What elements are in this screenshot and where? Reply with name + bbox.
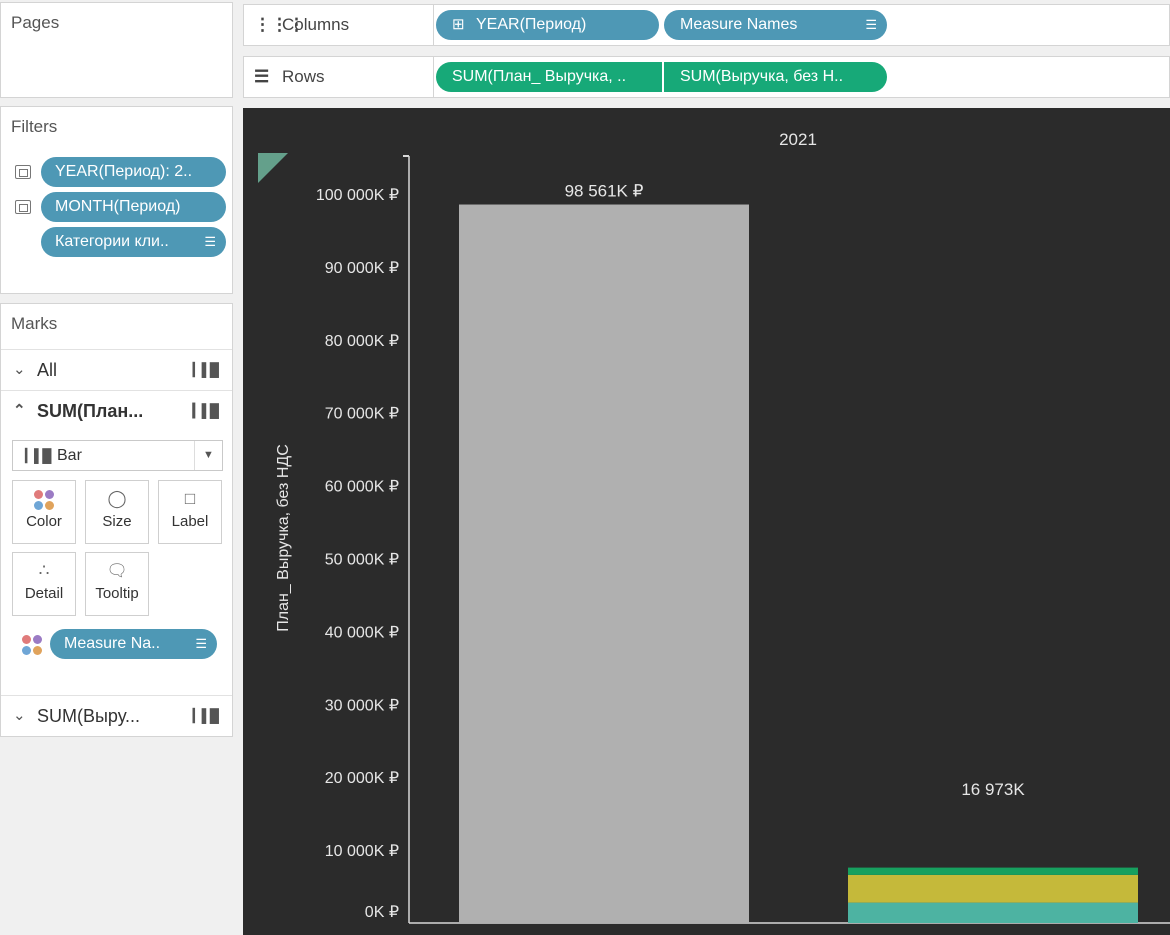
columns-shelf-label: ⋮⋮⋮ Columns bbox=[244, 5, 434, 45]
marks-title: Marks bbox=[11, 314, 58, 333]
y-tick-label: 100 000K ₽ bbox=[316, 187, 399, 204]
filter-icon bbox=[15, 200, 31, 214]
marks-row-revenue[interactable]: ⌄ SUM(Выру... ▎▌█ bbox=[1, 695, 232, 735]
column-header: 2021 bbox=[779, 130, 817, 149]
y-tick-label: 10 000K ₽ bbox=[325, 843, 399, 860]
bar-segment-2 bbox=[848, 867, 1138, 875]
color-button[interactable]: Color bbox=[12, 480, 76, 544]
color-dots-icon bbox=[21, 634, 43, 661]
rows-pill-plan-revenue[interactable]: SUM(План_ Выручка, .. bbox=[436, 62, 662, 92]
label-button[interactable]: □ Label bbox=[158, 480, 222, 544]
y-tick-label: 50 000K ₽ bbox=[325, 552, 399, 569]
columns-shelf[interactable]: ⋮⋮⋮ Columns ⊞ YEAR(Период) Measure Names… bbox=[243, 4, 1170, 46]
chevron-down-icon: ⌄ bbox=[13, 707, 26, 724]
sort-icon: ☰ bbox=[865, 17, 877, 32]
marks-row-plan[interactable]: ⌃ SUM(План... ▎▌█ bbox=[1, 390, 232, 430]
corner-marker-icon bbox=[258, 153, 288, 183]
bar-chart-icon: ▎▌█ bbox=[192, 403, 219, 418]
chevron-up-icon: ⌃ bbox=[13, 402, 26, 419]
y-tick-label: 30 000K ₽ bbox=[325, 697, 399, 714]
bar-chart-icon: ▎▌█ bbox=[25, 448, 51, 463]
filter-pill-label: YEAR(Период): 2.. bbox=[55, 163, 193, 180]
columns-label-text: Columns bbox=[282, 15, 350, 34]
color-button-label: Color bbox=[26, 513, 62, 530]
color-dots-icon bbox=[13, 481, 75, 513]
filters-title: Filters bbox=[11, 117, 58, 136]
sort-icon: ☰ bbox=[204, 234, 216, 249]
bar-segment-1 bbox=[848, 874, 1138, 903]
mark-type-value: Bar bbox=[57, 447, 82, 464]
pill-label: SUM(План_ Выручка, .. bbox=[452, 68, 627, 85]
detail-dots-icon: ∴ bbox=[38, 561, 50, 580]
y-tick-label: 60 000K ₽ bbox=[325, 479, 399, 496]
chart-area[interactable]: 2021 0K ₽ 10 000K ₽ 20 000K ₽ 30 000K ₽ 40 00… bbox=[243, 108, 1170, 935]
size-button[interactable]: ◯ Size bbox=[85, 480, 149, 544]
text-label-icon: □ bbox=[184, 489, 196, 508]
bar-chart-icon: ▎▌█ bbox=[192, 362, 219, 377]
filter-pill-category[interactable]: Категории кли.. ☰ bbox=[41, 227, 226, 257]
bar-data-label: 98 561K ₽ bbox=[565, 182, 644, 201]
y-tick-label: 80 000K ₽ bbox=[325, 333, 399, 350]
sort-icon: ☰ bbox=[195, 636, 207, 651]
columns-icon: ⋮⋮⋮ bbox=[254, 15, 305, 34]
filter-pill-label: Категории кли.. bbox=[55, 233, 169, 250]
label-button-label: Label bbox=[171, 513, 209, 530]
marks-row-label: SUM(Выру... bbox=[37, 706, 140, 726]
measure-names-color-pill[interactable]: Measure Na.. ☰ bbox=[50, 629, 217, 659]
rows-icon: ☰ bbox=[254, 67, 270, 86]
filter-pill-month[interactable]: MONTH(Период) bbox=[41, 192, 226, 222]
filters-card[interactable]: Filters YEAR(Период): 2.. MONTH(Период) … bbox=[0, 106, 233, 294]
mark-type-dropdown[interactable]: ▎▌█ Bar ▼ bbox=[12, 440, 223, 471]
y-tick-label: 0K ₽ bbox=[365, 904, 399, 921]
filter-pill-year[interactable]: YEAR(Период): 2.. bbox=[41, 157, 226, 187]
marks-row-all[interactable]: ⌄ All ▎▌█ bbox=[1, 349, 232, 389]
rows-shelf[interactable]: ☰ Rows SUM(План_ Выручка, .. SUM(Выручка… bbox=[243, 56, 1170, 98]
tooltip-button-label: Tooltip bbox=[95, 585, 139, 602]
y-tick-label: 40 000K ₽ bbox=[325, 624, 399, 641]
columns-pill-measure-names[interactable]: Measure Names ☰ bbox=[664, 10, 887, 40]
y-tick-label: 90 000K ₽ bbox=[325, 260, 399, 277]
bar-data-label: 16 973K bbox=[961, 780, 1025, 799]
marks-row-label: SUM(План... bbox=[37, 401, 144, 421]
columns-pill-year[interactable]: ⊞ YEAR(Период) bbox=[436, 10, 659, 40]
pages-card[interactable]: Pages bbox=[0, 2, 233, 98]
rows-shelf-label: ☰ Rows bbox=[244, 57, 434, 97]
bar-segment-0 bbox=[848, 902, 1138, 923]
bar-chart[interactable]: 2021 0K ₽ 10 000K ₽ 20 000K ₽ 30 000K ₽ 40 00… bbox=[243, 108, 1170, 935]
bar-plan-revenue bbox=[459, 204, 749, 923]
tooltip-button[interactable]: 🗨 Tooltip bbox=[85, 552, 149, 616]
size-button-label: Size bbox=[102, 513, 132, 530]
pages-title: Pages bbox=[11, 13, 60, 32]
y-tick-label: 20 000K ₽ bbox=[325, 770, 399, 787]
detail-button[interactable]: ∴ Detail bbox=[12, 552, 76, 616]
expand-plus-icon: ⊞ bbox=[452, 16, 465, 33]
pill-label: Measure Names bbox=[680, 16, 798, 33]
tooltip-icon: 🗨 bbox=[106, 561, 128, 580]
rows-label-text: Rows bbox=[282, 67, 325, 86]
marks-card: Marks ⌄ All ▎▌█ ⌃ SUM(План... ▎▌█ ▎▌█ Ba… bbox=[0, 303, 233, 737]
filter-pill-label: MONTH(Период) bbox=[55, 198, 181, 215]
filter-icon bbox=[15, 165, 31, 179]
pill-label: Measure Na.. bbox=[64, 635, 161, 652]
chevron-down-icon: ⌄ bbox=[13, 361, 26, 378]
bar-chart-icon: ▎▌█ bbox=[192, 708, 219, 723]
marks-row-label: All bbox=[37, 360, 58, 380]
pill-label: YEAR(Период) bbox=[476, 16, 587, 33]
size-icon: ◯ bbox=[107, 489, 127, 508]
detail-button-label: Detail bbox=[24, 585, 64, 602]
rows-pill-revenue[interactable]: SUM(Выручка, без Н.. bbox=[664, 62, 887, 92]
y-tick-label: 70 000K ₽ bbox=[325, 406, 399, 423]
y-axis-label: План_ Выручка, без НДС bbox=[275, 444, 292, 632]
chevron-down-icon: ▼ bbox=[194, 441, 222, 470]
pill-label: SUM(Выручка, без Н.. bbox=[680, 68, 844, 85]
